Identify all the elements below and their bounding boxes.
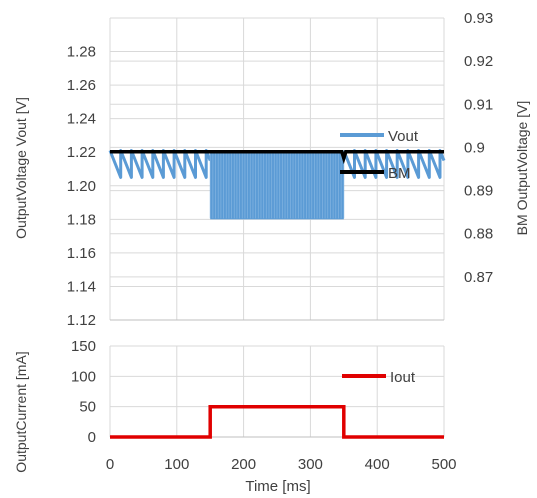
current-tick-label: 150 [71,338,96,355]
left-axis-label: OutputVoltage Vout [V] [13,97,29,239]
bm-line [110,149,444,165]
left-tick-label: 1.12 [67,312,96,329]
time-axis-tick-labels: 0 100 200 300 400 500 [106,456,457,473]
current-axis-tick-labels: 0 50 100 150 [71,338,96,446]
left-tick-label: 1.24 [67,111,96,128]
left-tick-label: 1.18 [67,211,96,228]
left-tick-label: 1.20 [67,178,96,195]
left-axis-tick-labels: 1.12 1.14 1.16 1.18 1.20 1.22 1.24 1.26 1.28 [67,44,96,329]
right-tick-label: 0.88 [464,226,493,243]
right-tick-label: 0.89 [464,183,493,200]
current-series [110,404,444,439]
current-tick-label: 0 [88,429,96,446]
right-tick-label: 0.9 [464,139,485,156]
right-tick-label: 0.91 [464,96,493,113]
left-tick-label: 1.22 [67,144,96,161]
time-tick-label: 100 [164,456,189,473]
legend-label-iout: Iout [390,369,416,386]
time-tick-label: 400 [365,456,390,473]
left-tick-label: 1.26 [67,77,96,94]
right-tick-label: 0.87 [464,269,493,286]
right-tick-label: 0.93 [464,10,493,27]
time-tick-label: 500 [431,456,456,473]
right-axis-tick-labels: 0.87 0.88 0.89 0.9 0.91 0.92 0.93 [464,10,493,286]
current-chart-gridlines [109,345,445,438]
current-tick-label: 100 [71,368,96,385]
current-tick-label: 50 [79,399,96,416]
left-tick-label: 1.16 [67,245,96,262]
left-tick-label: 1.14 [67,278,96,295]
voltage-chart: 1.12 1.14 1.16 1.18 1.20 1.22 1.24 1.26 1.28 0.8… [13,10,530,329]
time-axis-label: Time [ms] [245,478,310,495]
current-chart: 0 50 100 150 0 100 200 300 400 500 Iout OutputCu… [13,338,457,495]
time-tick-label: 200 [231,456,256,473]
right-axis-label: BM OutputVoltage [V] [514,101,530,236]
time-tick-label: 300 [298,456,323,473]
voltage-series [108,149,446,220]
right-tick-label: 0.92 [464,53,493,70]
time-tick-label: 0 [106,456,114,473]
legend-label-bm: BM [388,165,411,182]
left-tick-label: 1.28 [67,44,96,61]
iout-line [110,404,444,439]
current-axis-label: OutputCurrent [mA] [13,351,29,472]
legend-label-vout: Vout [388,128,419,145]
